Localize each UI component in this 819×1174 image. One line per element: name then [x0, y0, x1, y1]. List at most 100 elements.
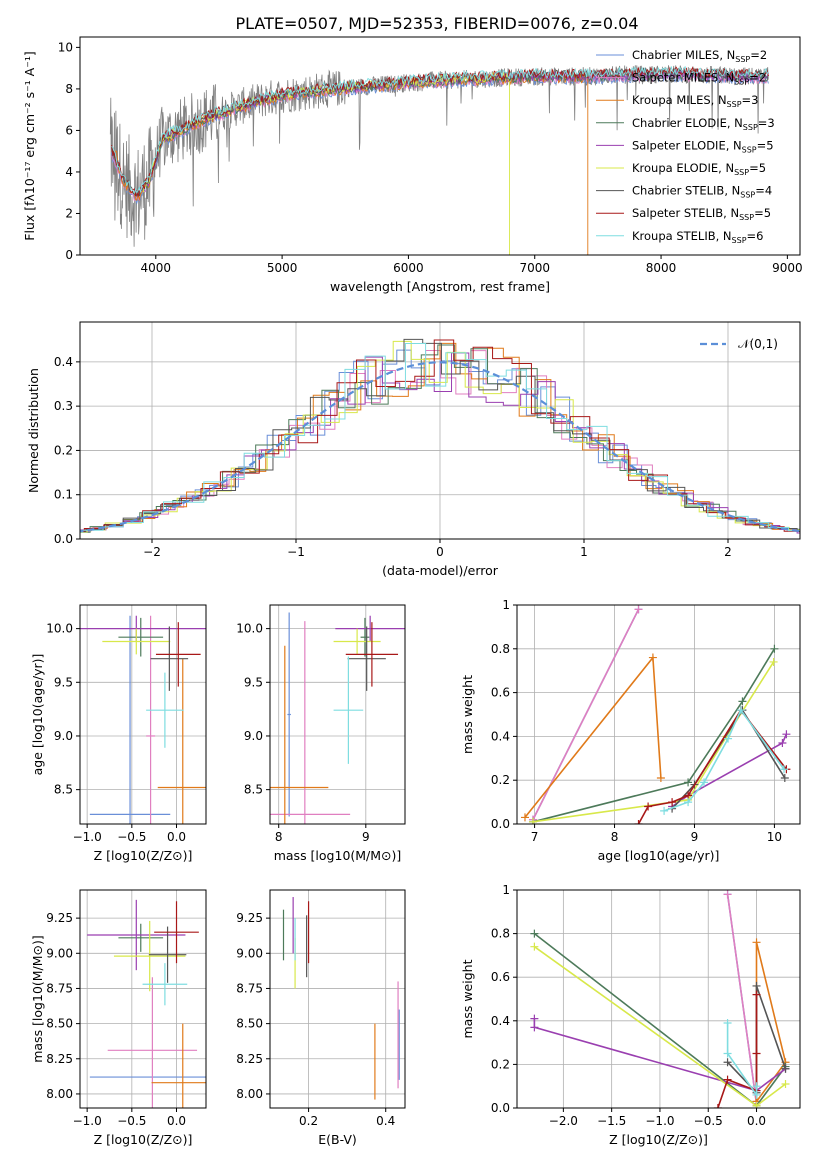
y-tick-label: 0.2 [491, 773, 510, 787]
y-axis-label: mass [log10(M/M⊙)] [30, 935, 45, 1063]
weight-marker [752, 1049, 761, 1058]
axes-z-age: −1.0 −0.5 0.0 8.5 9.0 9.5 10.0 Z [log10(Z/Z⊙)] a… [30, 604, 207, 863]
y-tick-label: 8.00 [46, 1087, 73, 1101]
axes-frame [516, 604, 801, 825]
x-tick-label: 8000 [646, 261, 677, 275]
x-tick-label: −1 [287, 545, 305, 559]
weight-marker [723, 890, 732, 899]
x-tick-label: 0.0 [747, 1114, 766, 1128]
x-tick-label: −1.0 [73, 830, 102, 844]
x-tick-label: 4000 [141, 261, 172, 275]
weight-series-kroupa-stelib [723, 1018, 761, 1099]
legend-entry: Salpeter STELIB, NSSP=5 [632, 206, 771, 222]
plot-area-z-mass [87, 899, 206, 1108]
y-tick-label: 9.5 [54, 675, 73, 689]
errorbar-chabrier-stelib [148, 926, 187, 983]
x-tick-label: 0.0 [167, 830, 186, 844]
grid-age-weight [517, 604, 800, 825]
errorbar-kroupa-elodie [113, 920, 186, 992]
weight-marker [778, 738, 787, 747]
y-axis-label: mass weight [460, 675, 475, 754]
gaussian-curve [80, 361, 800, 533]
weight-marker [780, 765, 789, 774]
y-tick-label: 10.0 [46, 622, 73, 636]
weight-marker [723, 1049, 732, 1058]
y-tick-label: 0.4 [54, 355, 73, 369]
y-tick-label: 0.1 [54, 488, 73, 502]
x-tick-label: 0 [436, 545, 444, 559]
weight-line [663, 708, 785, 812]
plot-area-residuals [80, 338, 800, 534]
errorbar-chabrier-miles [287, 612, 291, 817]
y-tick-label: 9.0 [244, 729, 263, 743]
weight-marker [782, 730, 791, 739]
errorbar-salpeter-elodie [335, 615, 405, 642]
x-tick-label: 7 [531, 830, 539, 844]
weight-line [532, 648, 776, 823]
errorbar-chabrier-elodie [118, 923, 164, 952]
y-tick-label: 6 [65, 123, 73, 137]
plot-area-mass-age [270, 612, 405, 824]
weight-marker [530, 929, 539, 938]
x-tick-label: −0.5 [117, 1114, 146, 1128]
weight-series-salpeter-stelib [713, 990, 761, 1108]
y-tick-label: 8.25 [236, 1052, 263, 1066]
errorbar-kroupa-miles [270, 645, 329, 824]
legend-entry: Kroupa STELIB, NSSP=6 [632, 229, 763, 245]
weight-marker [644, 802, 653, 811]
x-tick-label: 9 [362, 830, 370, 844]
weight-marker [781, 1080, 790, 1089]
y-tick-label: 8.50 [236, 1017, 263, 1031]
weight-series-salpeter-elodie [668, 730, 791, 811]
weight-marker [530, 942, 539, 951]
x-tick-label: 1 [580, 545, 588, 559]
errorbar-chabrier-elodie [360, 617, 370, 657]
weight-marker [660, 806, 669, 815]
weight-marker [723, 1018, 732, 1027]
y-tick-label: 8.50 [46, 1017, 73, 1031]
legend-entry: Salpeter MILES, NSSP=2 [632, 71, 766, 87]
y-tick-label: 10.0 [236, 622, 263, 636]
y-tick-label: 0.2 [54, 443, 73, 457]
axes-spectrum: 4000 5000 6000 7000 8000 9000 0 2 4 6 8 10 wavelengt… [22, 36, 803, 294]
weight-marker [684, 778, 693, 787]
axes-ebv-mass: 0.2 0.4 8.00 8.25 8.50 8.75 9.00 9.25 E(B-V) [236, 889, 406, 1147]
y-tick-label: 9.00 [46, 946, 73, 960]
y-tick-label: 8.25 [46, 1052, 73, 1066]
x-tick-label: 8 [611, 830, 619, 844]
weight-line [532, 661, 775, 823]
y-tick-label: 8.00 [236, 1087, 263, 1101]
x-axis-label: Z [log10(Z/Z⊙)] [94, 1132, 193, 1147]
errorbar-kroupa-miles [157, 658, 206, 824]
weight-marker [634, 605, 643, 614]
errorbar-salpeter-miles [270, 621, 351, 824]
weight-marker [700, 778, 709, 787]
axes-z-mass: −1.0 −0.5 0.0 8.00 8.25 8.50 8.75 9.00 9.25 Z [lo… [30, 889, 207, 1147]
errorbar-salpeter-miles [146, 615, 156, 824]
y-tick-label: 0.0 [54, 532, 73, 546]
x-tick-label: 0.2 [299, 1114, 318, 1128]
weight-line [726, 894, 758, 1104]
errorbar-salpeter-miles [107, 977, 198, 1108]
x-tick-label: 0.4 [376, 1114, 395, 1128]
legend-entry: Salpeter ELODIE, NSSP=5 [632, 138, 774, 154]
weight-series-kroupa-elodie [528, 657, 778, 824]
grid-ebv-mass [270, 890, 405, 1108]
weight-marker [656, 774, 665, 783]
errorbar-chabrier-miles [89, 615, 171, 824]
weight-marker [780, 774, 789, 783]
x-tick-label: 6000 [393, 261, 424, 275]
axes-z-weight: −2.0 −1.5 −1.0 −0.5 0.0 0.0 0.2 0.4 0.6 0.8 1 Z [lo… [460, 883, 801, 1147]
weight-marker [724, 734, 733, 743]
spectrum-legend: Chabrier MILES, NSSP=2 Salpeter MILES, NS… [596, 48, 775, 245]
plot-area-age-weight [520, 605, 791, 824]
legend-entry: Chabrier STELIB, NSSP=4 [632, 184, 772, 200]
x-tick-label: 2 [724, 545, 732, 559]
axes-frame [79, 604, 207, 825]
weight-line [726, 1023, 758, 1098]
errorbar-chabrier-stelib [347, 626, 386, 691]
x-tick-label: −2 [143, 545, 161, 559]
errorbar-kroupa-elodie [333, 628, 381, 655]
weight-series-kroupa-stelib [660, 706, 789, 815]
y-axis-label: Flux [fλ10⁻¹⁷ erg cm⁻² s⁻¹ A⁻¹] [22, 51, 37, 240]
